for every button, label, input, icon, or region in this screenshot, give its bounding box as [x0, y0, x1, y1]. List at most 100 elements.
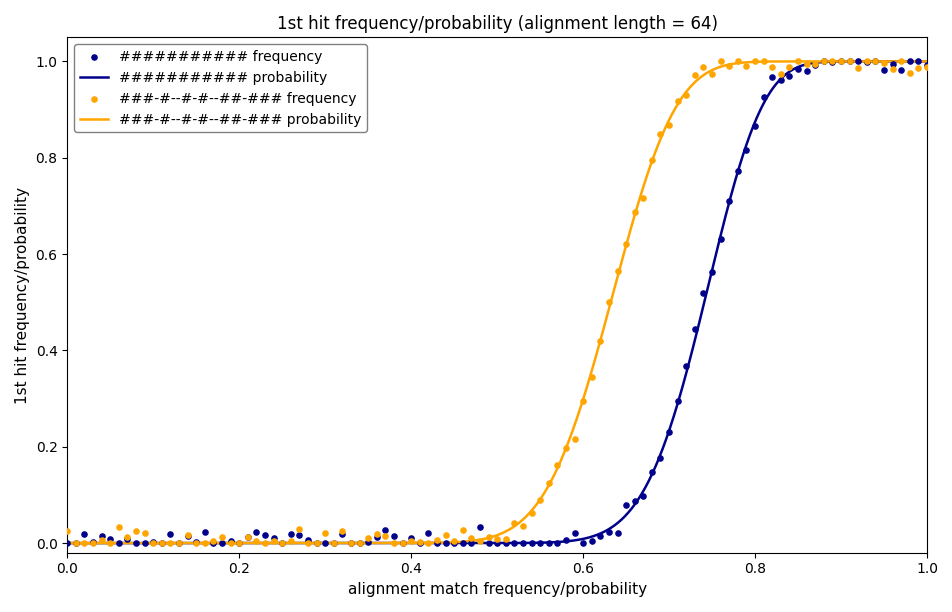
###-#--#-#--##-### frequency	[334, 526, 349, 536]
########### frequency	[481, 538, 496, 548]
########### frequency	[755, 92, 770, 102]
###-#--#-#--##-### frequency	[411, 537, 426, 547]
###-#--#-#--##-### frequency	[712, 56, 727, 66]
########### frequency	[377, 526, 392, 536]
########### frequency	[644, 468, 659, 477]
########### frequency	[257, 530, 272, 540]
###-#--#-#--##-### frequency	[609, 266, 625, 276]
########### frequency	[403, 533, 418, 543]
########### frequency	[266, 532, 281, 542]
###-#--#-#--##-### frequency	[386, 538, 401, 548]
########### frequency	[129, 538, 144, 548]
###-#--#-#--##-### frequency	[584, 371, 599, 381]
###-#--#-#--##-### frequency	[206, 536, 221, 546]
###-#--#-#--##-### frequency	[798, 59, 813, 69]
###-#--#-#--##-### frequency	[549, 460, 565, 470]
########### frequency	[515, 538, 530, 548]
###-#--#-#--##-### frequency	[876, 58, 891, 67]
###-#--#-#--##-### frequency	[472, 536, 487, 546]
###-#--#-#--##-### frequency	[481, 532, 496, 542]
###-#--#-#--##-### probability	[884, 58, 896, 65]
########### frequency	[240, 532, 255, 542]
###-#--#-#--##-### frequency	[859, 56, 874, 66]
########### frequency	[772, 75, 787, 85]
########### frequency	[274, 538, 289, 548]
########### frequency	[789, 64, 804, 74]
###-#--#-#--##-### frequency	[446, 536, 462, 546]
###-#--#-#--##-### frequency	[652, 130, 667, 140]
###-#--#-#--##-### frequency	[257, 538, 272, 548]
###-#--#-#--##-### frequency	[154, 538, 169, 548]
########### probability	[731, 168, 743, 176]
########### frequency	[669, 396, 684, 406]
###-#--#-#--##-### probability	[149, 539, 161, 547]
Line: ###-#--#-#--##-### probability: ###-#--#-#--##-### probability	[68, 61, 926, 543]
###-#--#-#--##-### frequency	[738, 61, 753, 71]
###-#--#-#--##-### frequency	[729, 56, 744, 66]
########### frequency	[120, 534, 135, 544]
###-#--#-#--##-### probability	[408, 539, 420, 547]
###-#--#-#--##-### frequency	[823, 56, 839, 66]
###-#--#-#--##-### frequency	[94, 536, 109, 545]
###-#--#-#--##-### frequency	[464, 533, 479, 543]
########### frequency	[291, 531, 307, 540]
###-#--#-#--##-### probability	[651, 143, 663, 150]
###-#--#-#--##-### frequency	[806, 59, 822, 69]
###-#--#-#--##-### frequency	[137, 528, 152, 538]
########### frequency	[867, 56, 883, 66]
########### frequency	[386, 531, 401, 541]
########### frequency	[721, 196, 736, 206]
###-#--#-#--##-### frequency	[850, 63, 865, 73]
###-#--#-#--##-### frequency	[429, 535, 445, 545]
###-#--#-#--##-### probability	[731, 59, 743, 67]
###-#--#-#--##-### frequency	[197, 538, 212, 548]
########### frequency	[214, 538, 229, 548]
########### probability	[651, 458, 663, 465]
########### frequency	[438, 538, 453, 548]
########### frequency	[884, 59, 900, 69]
########### frequency	[746, 121, 762, 131]
###-#--#-#--##-### frequency	[377, 531, 392, 541]
###-#--#-#--##-### frequency	[343, 538, 358, 548]
########### frequency	[489, 538, 505, 548]
###-#--#-#--##-### frequency	[789, 56, 804, 66]
###-#--#-#--##-### frequency	[515, 521, 530, 531]
########### frequency	[729, 166, 744, 176]
########### frequency	[163, 529, 178, 539]
########### frequency	[823, 58, 839, 67]
###-#--#-#--##-### frequency	[180, 530, 195, 540]
########### frequency	[919, 60, 934, 70]
########### frequency	[661, 427, 676, 437]
###-#--#-#--##-### frequency	[575, 396, 590, 406]
###-#--#-#--##-### frequency	[644, 155, 659, 165]
###-#--#-#--##-### frequency	[455, 526, 470, 536]
###-#--#-#--##-### frequency	[566, 435, 582, 444]
###-#--#-#--##-### frequency	[188, 538, 204, 548]
########### probability	[440, 539, 451, 547]
########### frequency	[146, 537, 161, 547]
########### frequency	[902, 56, 917, 66]
###-#--#-#--##-### frequency	[360, 533, 375, 543]
########### frequency	[69, 538, 84, 548]
###-#--#-#--##-### frequency	[308, 538, 324, 548]
###-#--#-#--##-### frequency	[248, 536, 264, 546]
###-#--#-#--##-### probability	[746, 58, 758, 65]
###-#--#-#--##-### frequency	[420, 538, 435, 548]
###-#--#-#--##-### frequency	[129, 526, 144, 536]
###-#--#-#--##-### frequency	[532, 495, 547, 505]
########### frequency	[592, 531, 607, 541]
########### frequency	[806, 60, 822, 70]
###-#--#-#--##-### frequency	[86, 538, 101, 548]
###-#--#-#--##-### probability	[62, 539, 73, 547]
Title: 1st hit frequency/probability (alignment length = 64): 1st hit frequency/probability (alignment…	[276, 15, 717, 33]
###-#--#-#--##-### frequency	[77, 538, 92, 548]
###-#--#-#--##-### frequency	[438, 531, 453, 540]
###-#--#-#--##-### frequency	[317, 528, 332, 538]
########### frequency	[876, 65, 891, 75]
########### frequency	[712, 234, 727, 244]
########### frequency	[781, 72, 796, 81]
########### frequency	[343, 538, 358, 548]
########### frequency	[77, 529, 92, 539]
###-#--#-#--##-### frequency	[498, 534, 513, 544]
########### probability	[149, 539, 161, 547]
